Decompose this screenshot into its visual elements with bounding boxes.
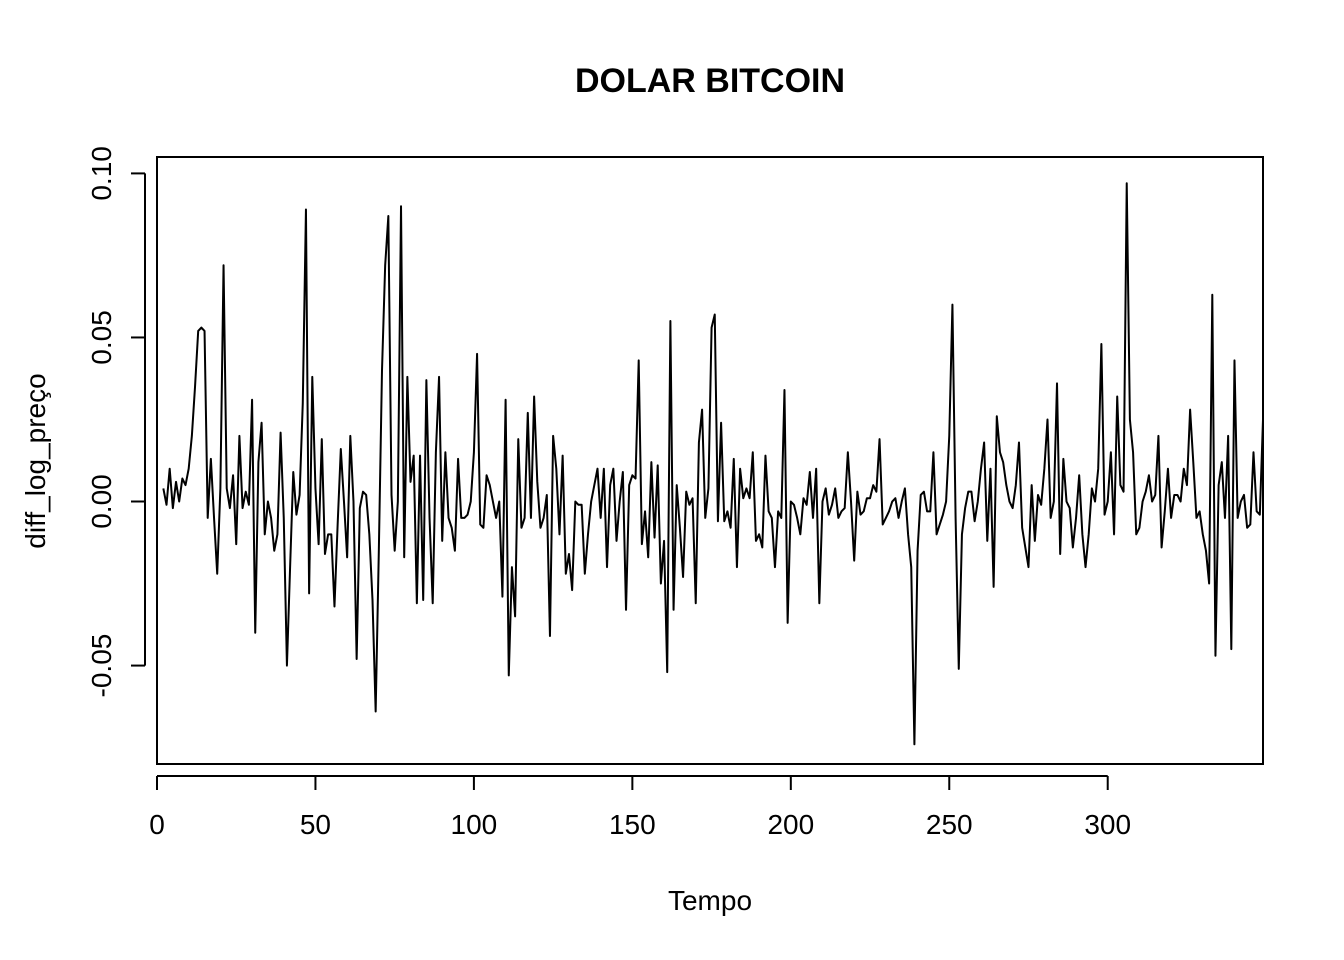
y-tick-label: -0.05 [86, 634, 117, 698]
x-tick-label: 100 [451, 809, 498, 840]
y-axis: -0.05 0.00 0.05 0.10 [86, 146, 146, 698]
x-tick-label: 150 [609, 809, 656, 840]
x-tick-label: 250 [926, 809, 973, 840]
x-tick-label: 0 [149, 809, 165, 840]
x-tick-label: 300 [1084, 809, 1131, 840]
x-axis: 0 50 100 150 200 250 300 [149, 775, 1131, 840]
chart-title: DOLAR BITCOIN [575, 62, 845, 100]
y-tick-label: 0.00 [86, 474, 117, 529]
series-line [162, 182, 1264, 746]
y-tick-label: 0.05 [86, 310, 117, 365]
x-axis-label: Tempo [668, 885, 752, 916]
plot-frame [156, 156, 1264, 765]
x-tick-label: 50 [300, 809, 331, 840]
y-axis-label: diff_log_preço [20, 373, 51, 548]
y-tick-label: 0.10 [86, 146, 117, 201]
series-group [162, 182, 1264, 746]
x-tick-label: 200 [767, 809, 814, 840]
